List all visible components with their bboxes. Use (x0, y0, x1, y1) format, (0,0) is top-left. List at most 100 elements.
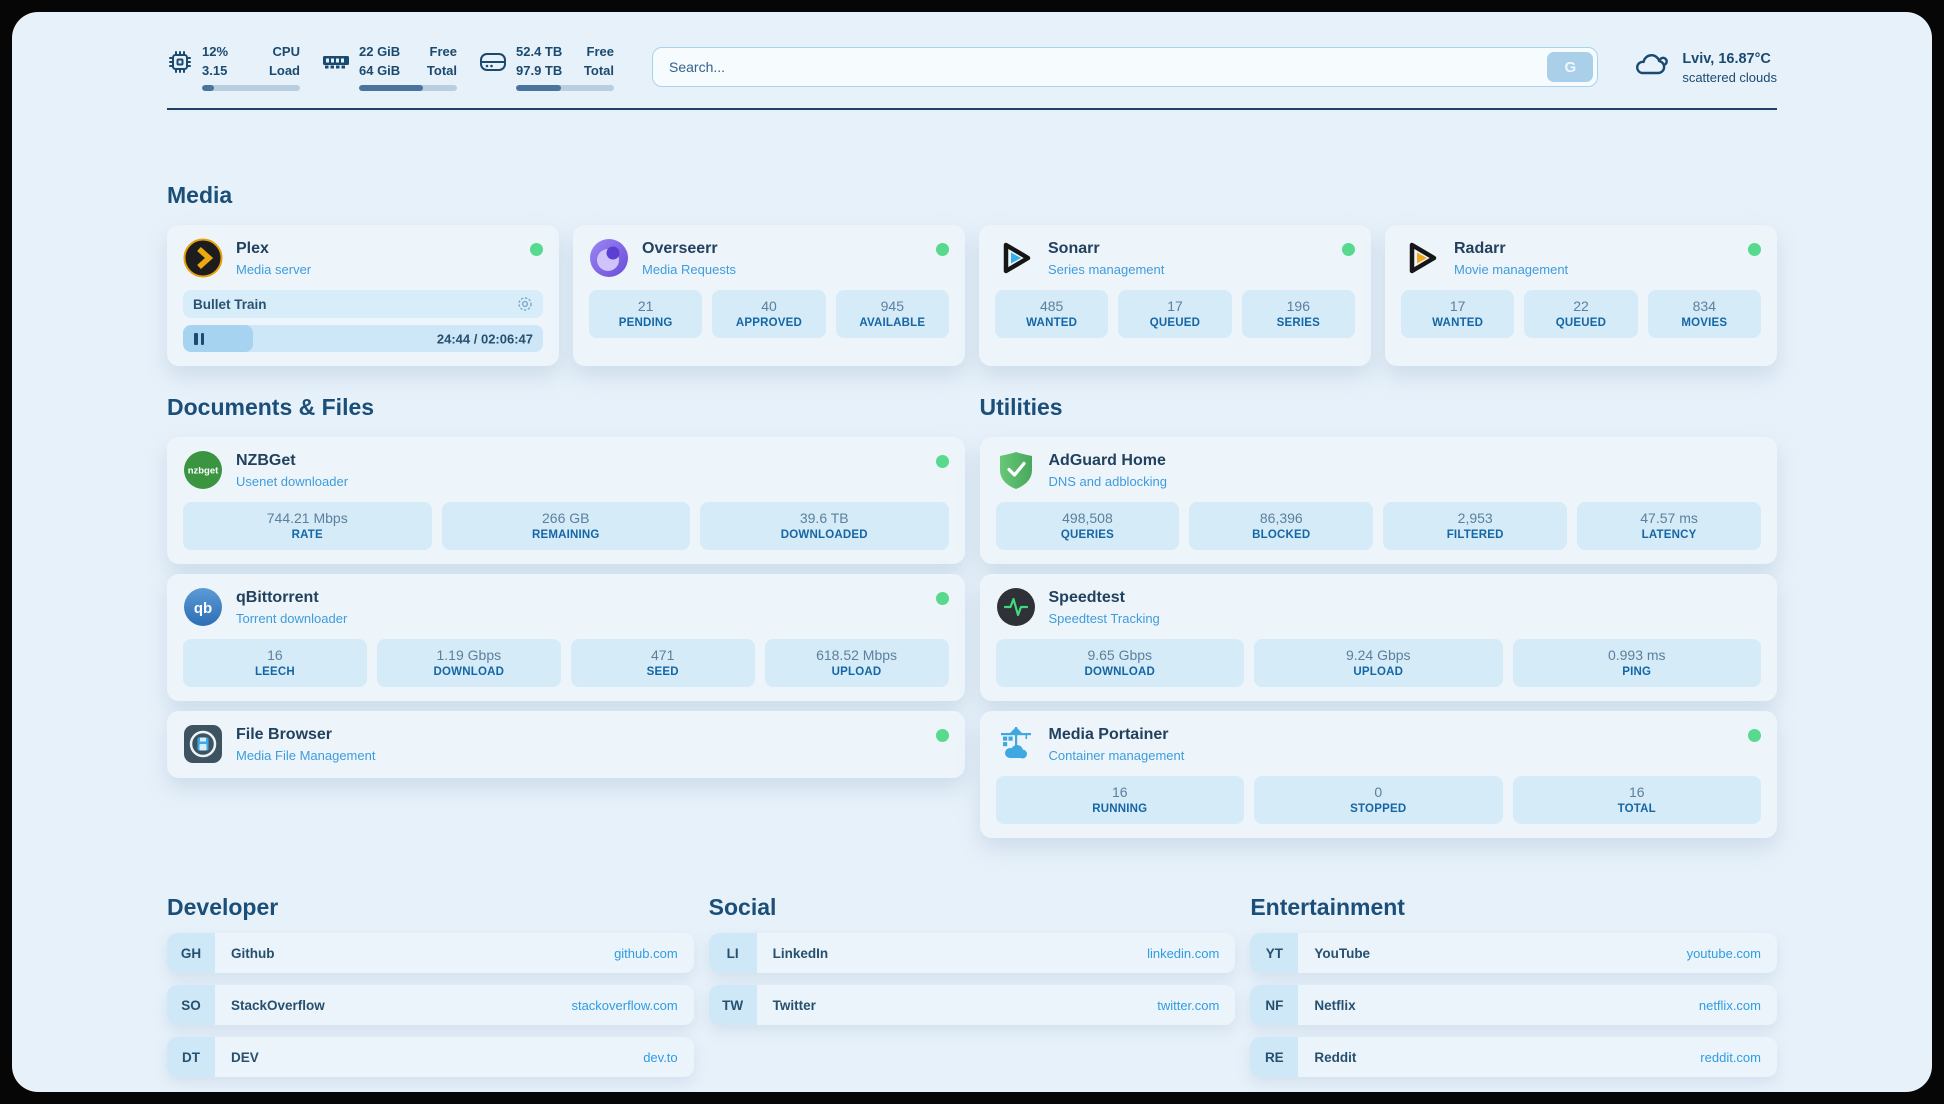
cpu-label-2: Load (268, 62, 300, 78)
app-card-nzbget[interactable]: nzbget NZBGet Usenet downloader 744.21 M… (167, 437, 965, 564)
cloud-icon (1632, 49, 1670, 84)
bookmark-reddit[interactable]: RE Reddit reddit.com (1250, 1037, 1777, 1077)
section-title-entertainment: Entertainment (1250, 894, 1405, 920)
app-subtitle: Torrent downloader (236, 610, 348, 626)
plex-icon (183, 238, 223, 278)
bookmark-twitter[interactable]: TW Twitter twitter.com (708, 985, 1236, 1025)
disk-total-value: 97.9 TB (516, 62, 563, 78)
stat-wanted: 17 WANTED (1401, 290, 1515, 338)
app-card-portainer[interactable]: Media Portainer Container management 16 R… (979, 711, 1777, 838)
app-card-adguard[interactable]: AdGuard Home DNS and adblocking 498,508 Q… (979, 437, 1777, 564)
app-card-filebrowser[interactable]: File Browser Media File Management (167, 711, 965, 778)
cpu-icon (167, 49, 193, 90)
bookmark-youtube[interactable]: YT YouTube youtube.com (1250, 933, 1777, 973)
status-dot (1748, 243, 1761, 256)
app-title: NZBGet (236, 452, 296, 470)
pause-icon[interactable] (194, 332, 204, 345)
weather-condition: scattered clouds (1682, 70, 1777, 85)
section-title-media: Media (167, 182, 233, 208)
stat-running: 16 RUNNING (995, 776, 1244, 824)
bookmark-abbr: GH (167, 933, 215, 973)
disk-free-value: 52.4 TB (516, 44, 563, 60)
status-dot (1748, 729, 1761, 742)
stat-latency: 47.57 ms LATENCY (1577, 502, 1761, 550)
app-card-overseerr[interactable]: Overseerr Media Requests 21 PENDING 40 APP… (573, 225, 965, 366)
app-title: File Browser (236, 726, 333, 744)
stat-filtered: 2,953 FILTERED (1383, 502, 1568, 550)
bookmark-url: stackoverflow.com (571, 997, 678, 1013)
radarr-icon (1401, 238, 1441, 278)
stat-leech: 16 LEECH (183, 639, 367, 687)
stat-upload: 9.24 Gbps UPLOAD (1254, 639, 1503, 687)
cpu-percent: 12% (202, 44, 229, 60)
cpu-widget: 12% 3.15 CPU Load (167, 43, 300, 91)
utilities-column: Utilities AdGuard Home DNS and adblockin… (979, 394, 1777, 838)
documents-column: Documents & Files nzbget NZBGet Usenet d… (167, 394, 965, 778)
system-widgets: 12% 3.15 CPU Load 22 GiB 64 GiB Free Total (167, 43, 614, 91)
app-subtitle: Media server (236, 261, 312, 277)
app-title: Plex (236, 240, 269, 258)
bookmark-abbr: LI (708, 933, 757, 973)
ram-icon (322, 49, 350, 90)
app-title: Radarr (1454, 240, 1506, 258)
app-title: Overseerr (642, 240, 718, 258)
ram-free-value: 22 GiB (359, 44, 401, 60)
bookmark-dev[interactable]: DT DEV dev.to (167, 1037, 694, 1077)
stat-queries: 498,508 QUERIES (995, 502, 1180, 550)
cast-icon[interactable] (517, 296, 533, 312)
bookmark-url: youtube.com (1686, 945, 1761, 961)
bookmark-linkedin[interactable]: LI LinkedIn linkedin.com (708, 933, 1236, 973)
sonarr-icon (995, 238, 1035, 278)
ram-progress-bar (359, 84, 457, 91)
bookmark-netflix[interactable]: NF Netflix netflix.com (1250, 985, 1777, 1025)
bookmark-github[interactable]: GH Github github.com (167, 933, 694, 973)
app-title: qBittorrent (236, 589, 319, 607)
disk-progress-bar (516, 84, 614, 91)
stat-blocked: 86,396 BLOCKED (1189, 502, 1374, 550)
app-card-radarr[interactable]: Radarr Movie management 17 WANTED 22 QUEUE… (1385, 225, 1777, 366)
status-dot (935, 729, 949, 742)
stat-upload: 618.52 Mbps UPLOAD (764, 639, 949, 687)
app-subtitle: Usenet downloader (236, 473, 349, 489)
bookmark-stackoverflow[interactable]: SO StackOverflow stackoverflow.com (167, 985, 694, 1025)
stat-remaining: 266 GB REMAINING (441, 502, 690, 550)
bookmark-label: DEV (231, 1049, 259, 1065)
app-title: Sonarr (1048, 240, 1100, 258)
stat-rate: 744.21 Mbps RATE (183, 502, 432, 550)
search-input[interactable] (652, 47, 1599, 87)
weather-location: Lviv, 16.87°C (1682, 50, 1771, 67)
dashboard-panel: 12% 3.15 CPU Load 22 GiB 64 GiB Free Total (12, 12, 1932, 1092)
svg-text:nzbget: nzbget (188, 466, 219, 477)
app-subtitle: Speedtest Tracking (1048, 610, 1160, 626)
speedtest-icon (996, 587, 1036, 627)
bookmark-abbr: DT (167, 1037, 215, 1077)
disk-label-1: Free (586, 44, 614, 60)
bookmark-abbr: YT (1250, 933, 1299, 973)
ram-label-1: Free (429, 44, 457, 60)
stat-series: 196 SERIES (1241, 290, 1355, 338)
app-card-plex[interactable]: Plex Media server Bullet Train (167, 225, 559, 366)
stat-stopped: 0 STOPPED (1254, 776, 1503, 824)
app-card-sonarr[interactable]: Sonarr Series management 485 WANTED 17 QUE… (979, 225, 1371, 366)
search-button[interactable]: G (1547, 52, 1594, 82)
status-dot (935, 455, 949, 468)
stat-queued: 22 QUEUED (1524, 290, 1638, 338)
app-title: AdGuard Home (1048, 452, 1166, 470)
app-card-speedtest[interactable]: Speedtest Speedtest Tracking 9.65 Gbps DO… (979, 574, 1777, 701)
bookmark-label: Netflix (1314, 997, 1356, 1013)
cpu-label-1: CPU (272, 44, 300, 60)
app-subtitle: Movie management (1454, 261, 1569, 277)
app-card-qbittorrent[interactable]: qb qBittorrent Torrent downloader 16 LEEC… (167, 574, 965, 701)
disk-label-2: Total (583, 62, 614, 78)
status-dot (936, 243, 949, 256)
app-subtitle: Media Requests (642, 261, 736, 277)
stat-movies: 834 MOVIES (1647, 290, 1761, 338)
app-subtitle: DNS and adblocking (1048, 473, 1168, 489)
bookmark-abbr: TW (708, 985, 757, 1025)
bookmark-label: StackOverflow (231, 997, 325, 1013)
section-title-utilities: Utilities (979, 394, 1063, 420)
cpu-progress-bar (202, 84, 300, 91)
topbar-divider (167, 108, 1777, 110)
top-bar: 12% 3.15 CPU Load 22 GiB 64 GiB Free Total (167, 42, 1777, 92)
bookmarks-developer: Developer GH Github github.com SO StackO… (167, 894, 694, 1077)
